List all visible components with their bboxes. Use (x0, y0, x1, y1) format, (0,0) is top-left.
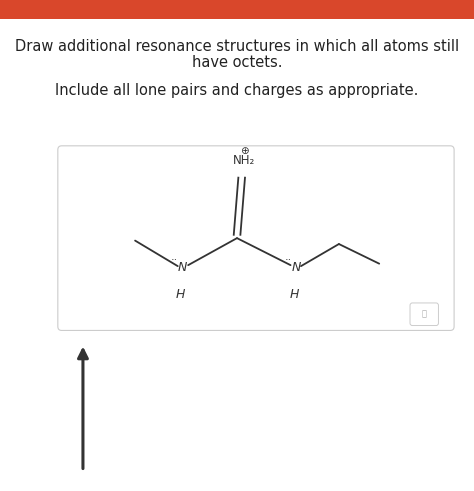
Text: have octets.: have octets. (192, 55, 282, 70)
FancyBboxPatch shape (58, 146, 454, 330)
Text: Draw additional resonance structures in which all atoms still: Draw additional resonance structures in … (15, 39, 459, 54)
Text: N: N (178, 261, 187, 274)
Text: N: N (292, 261, 301, 274)
Text: NH₂: NH₂ (233, 154, 255, 167)
Text: ⊕: ⊕ (240, 146, 248, 156)
Text: ··: ·· (171, 255, 178, 265)
Text: 🔍: 🔍 (422, 310, 427, 319)
Bar (0, 0, 474, 19)
Text: Include all lone pairs and charges as appropriate.: Include all lone pairs and charges as ap… (55, 83, 419, 98)
Text: ··: ·· (284, 255, 292, 265)
Text: H: H (175, 288, 185, 301)
Text: H: H (289, 288, 299, 301)
FancyBboxPatch shape (410, 303, 438, 326)
